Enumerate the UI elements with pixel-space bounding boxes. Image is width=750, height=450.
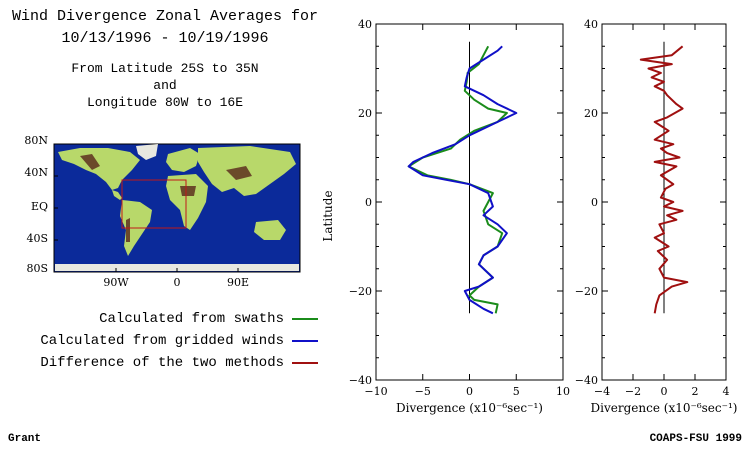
y-tick-label: −20	[575, 285, 598, 298]
y-tick-label: 0	[365, 196, 372, 209]
world-map: 80N 40N EQ 40S 80S	[24, 134, 301, 289]
x-tick-label: 0	[661, 385, 668, 398]
y-tick-label: 0	[591, 196, 598, 209]
y-tick-label: 20	[584, 107, 598, 120]
mountain-region	[126, 218, 130, 242]
footer-credit: COAPS-FSU 1999	[649, 433, 742, 445]
title-line-2: 10/13/1996 - 10/19/1996	[61, 30, 269, 47]
y-tick-label: 20	[358, 107, 372, 120]
subtitle-line-3: Longitude 80W to 16E	[86, 95, 244, 110]
map-lon-label: 90W	[103, 276, 129, 289]
legend: Calculated from swaths Calculated from g…	[6, 308, 318, 374]
mountain-region	[80, 154, 100, 170]
x-tick-label: −10	[364, 385, 387, 398]
legend-item: Difference of the two methods	[6, 352, 318, 374]
map-lon-label: 90E	[227, 276, 249, 289]
title-block: Wind Divergence Zonal Averages for 10/13…	[0, 6, 330, 111]
x-tick-label: 10	[556, 385, 570, 398]
legend-swatch	[292, 362, 318, 364]
y-axis-label: Latitude	[321, 190, 335, 241]
legend-label: Calculated from gridded winds	[40, 333, 284, 349]
legend-label: Difference of the two methods	[40, 355, 284, 371]
x-tick-label: 0	[466, 385, 473, 398]
legend-item: Calculated from gridded winds	[6, 330, 318, 352]
map-lat-label: 40N	[24, 166, 48, 179]
series-line	[407, 45, 518, 315]
mountain-region	[226, 166, 252, 180]
map-lat-label: 40S	[26, 232, 48, 245]
footer-author: Grant	[8, 433, 42, 445]
legend-label: Calculated from swaths	[99, 311, 284, 327]
series-line	[639, 45, 689, 314]
subtitle-line-2: and	[153, 78, 177, 93]
x-tick-label: 2	[692, 385, 699, 398]
series-line	[407, 45, 508, 314]
legend-item: Calculated from swaths	[6, 308, 318, 330]
y-tick-label: 40	[584, 18, 598, 31]
region-box	[121, 179, 187, 229]
subtitle-line-1: From Latitude 25S to 35N	[71, 61, 259, 76]
map-lat-label: 80N	[24, 134, 48, 147]
y-tick-label: 40	[358, 18, 372, 31]
antarctica-landmass	[55, 264, 299, 271]
y-tick-label: −40	[575, 374, 598, 387]
africa-landmass	[166, 174, 208, 230]
legend-swatch	[292, 340, 318, 342]
map-lat-label: 80S	[26, 262, 48, 275]
y-tick-label: −20	[349, 285, 372, 298]
y-tick-label: −40	[349, 374, 372, 387]
map-lon-label: 0	[174, 276, 181, 289]
x-tick-label: −5	[415, 385, 431, 398]
title-line-1: Wind Divergence Zonal Averages for	[11, 8, 319, 25]
x-tick-label: 5	[513, 385, 520, 398]
australia-landmass	[254, 220, 286, 240]
mountain-region	[180, 186, 196, 196]
north-america-landmass	[58, 148, 140, 190]
x-axis-label: Divergence (x10⁻⁶sec⁻¹)	[591, 401, 738, 415]
x-tick-label: −2	[625, 385, 641, 398]
x-axis-label: Divergence (x10⁻⁶sec⁻¹)	[396, 401, 543, 415]
central-america-landmass	[112, 190, 122, 200]
greenland-landmass	[136, 144, 158, 160]
europe-landmass	[166, 148, 200, 172]
x-tick-label: −4	[594, 385, 610, 398]
legend-swatch	[292, 318, 318, 320]
x-tick-label: 4	[723, 385, 730, 398]
map-lat-label: EQ	[31, 200, 48, 213]
